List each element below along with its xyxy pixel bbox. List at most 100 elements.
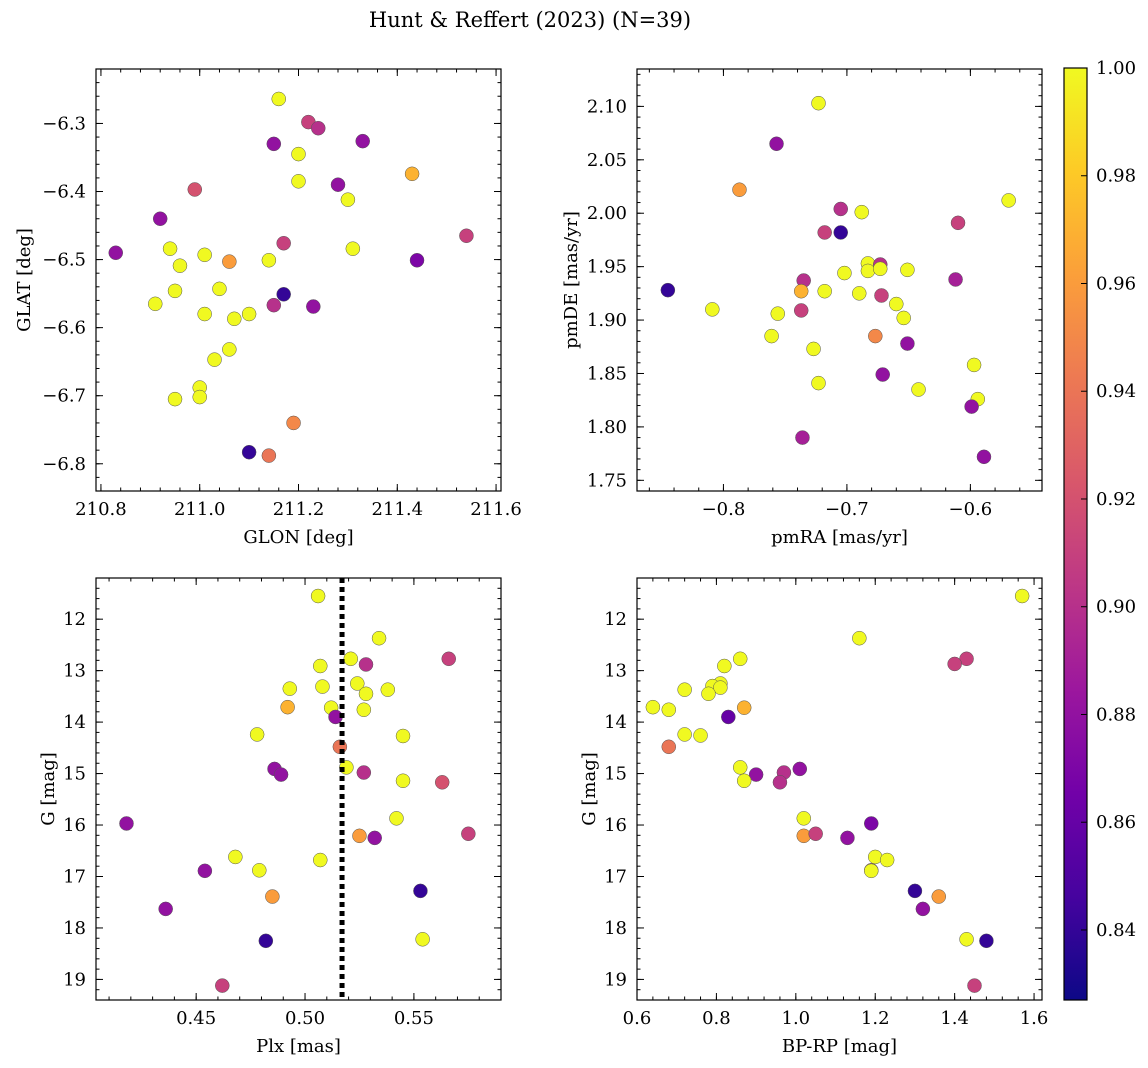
x-axis-label: GLON [deg] xyxy=(243,527,353,548)
data-point xyxy=(371,630,387,646)
data-point xyxy=(404,166,420,182)
y-tick-label: 13 xyxy=(604,661,627,682)
data-point xyxy=(806,341,821,357)
data-point xyxy=(1001,193,1016,208)
data-point xyxy=(395,773,411,789)
panel-3: 0.45 0.50 0.55 12 13 14 15 16 17 18 19 Plx [mas] G [… xyxy=(38,577,502,1057)
y-tick-label: −6.3 xyxy=(42,113,86,134)
data-point xyxy=(265,889,280,904)
data-point xyxy=(252,863,267,878)
data-point xyxy=(459,228,474,244)
data-point xyxy=(358,657,374,672)
data-point xyxy=(907,883,923,899)
data-point xyxy=(874,288,889,303)
data-point xyxy=(148,296,163,312)
axes-frame xyxy=(95,68,502,492)
data-point xyxy=(310,588,326,604)
figure-title: Hunt & Reffert (2023) (N=39) xyxy=(369,8,691,32)
data-point xyxy=(792,761,808,777)
x-tick-label: 211.4 xyxy=(372,499,424,520)
data-point xyxy=(693,728,708,743)
colorbar-tick-label: 0.90 xyxy=(1096,597,1136,618)
data-point xyxy=(736,700,752,715)
x-tick-label: −0.6 xyxy=(949,499,993,520)
data-point xyxy=(748,767,764,782)
data-point xyxy=(389,811,404,826)
data-point xyxy=(833,225,848,240)
y-tick-label: 1.80 xyxy=(587,417,627,438)
data-point xyxy=(266,297,282,313)
data-point xyxy=(291,174,306,189)
data-point xyxy=(167,391,183,407)
data-point xyxy=(261,253,277,268)
data-point xyxy=(207,352,222,367)
data-point xyxy=(356,765,372,780)
data-point xyxy=(280,699,295,715)
data-point xyxy=(964,399,979,414)
ticks: 0.6 0.8 1.0 1.2 1.4 1.6 12 13 14 15 16 17 18 19 xyxy=(604,577,1048,1029)
colorbar-tick-label: 0.86 xyxy=(1096,812,1136,833)
data-point xyxy=(434,775,450,790)
data-point xyxy=(380,682,396,697)
data-point xyxy=(273,767,289,782)
data-points xyxy=(645,588,1030,993)
data-point xyxy=(258,933,274,949)
data-point xyxy=(415,932,430,947)
x-tick-label: 211.2 xyxy=(273,499,325,520)
panels: 210.8 211.0 211.2 211.4 211.6 −6.3 −6.4 −6.5 −6.… xyxy=(14,68,1048,1057)
data-point xyxy=(705,302,720,317)
data-point xyxy=(645,699,661,715)
data-point xyxy=(868,328,883,344)
data-point xyxy=(811,375,826,391)
y-tick-label: 18 xyxy=(63,918,86,939)
data-point xyxy=(915,901,931,917)
data-point xyxy=(276,235,291,251)
data-point xyxy=(979,933,994,949)
data-point xyxy=(950,215,966,231)
data-point xyxy=(261,448,277,463)
y-tick-label: −6.6 xyxy=(42,318,86,339)
data-point xyxy=(661,702,677,717)
data-point xyxy=(343,651,359,667)
data-points xyxy=(119,588,476,993)
data-point xyxy=(345,241,361,256)
data-point xyxy=(197,247,212,263)
data-point xyxy=(976,449,992,465)
data-point xyxy=(764,328,779,344)
data-point xyxy=(1014,588,1030,604)
data-point xyxy=(241,444,257,460)
x-tick-label: 1.4 xyxy=(940,1008,969,1029)
data-point xyxy=(811,95,826,111)
colorbar-tick-label: 0.84 xyxy=(1096,920,1136,941)
data-point xyxy=(795,430,810,445)
colorbar: 0.84 0.86 0.88 0.90 0.92 0.94 0.96 0.98 1.00 xyxy=(1063,58,1136,1001)
data-point xyxy=(367,830,382,846)
y-tick-label: 1.85 xyxy=(587,363,627,384)
data-point xyxy=(931,889,947,904)
data-point xyxy=(187,182,203,197)
data-point xyxy=(713,680,728,695)
data-point xyxy=(833,201,848,217)
data-point xyxy=(315,679,330,694)
y-tick-label: −6.7 xyxy=(42,386,86,407)
data-point xyxy=(966,357,982,373)
data-point xyxy=(840,830,855,846)
data-point xyxy=(197,306,212,322)
data-point xyxy=(793,283,809,299)
data-point xyxy=(167,283,183,299)
data-point xyxy=(769,136,784,152)
y-tick-label: 17 xyxy=(604,866,627,887)
data-point xyxy=(661,739,677,755)
data-point xyxy=(793,303,809,318)
x-tick-label: 1.2 xyxy=(861,1008,890,1029)
data-point xyxy=(717,658,732,674)
data-point xyxy=(967,978,982,993)
colorbar-tick-label: 0.94 xyxy=(1096,381,1136,402)
data-point xyxy=(313,852,328,868)
data-point xyxy=(461,826,476,842)
data-point xyxy=(732,651,748,667)
data-point xyxy=(358,686,374,702)
y-axis-label: GLAT [deg] xyxy=(14,228,35,332)
y-axis-label: G [mag] xyxy=(579,752,600,825)
